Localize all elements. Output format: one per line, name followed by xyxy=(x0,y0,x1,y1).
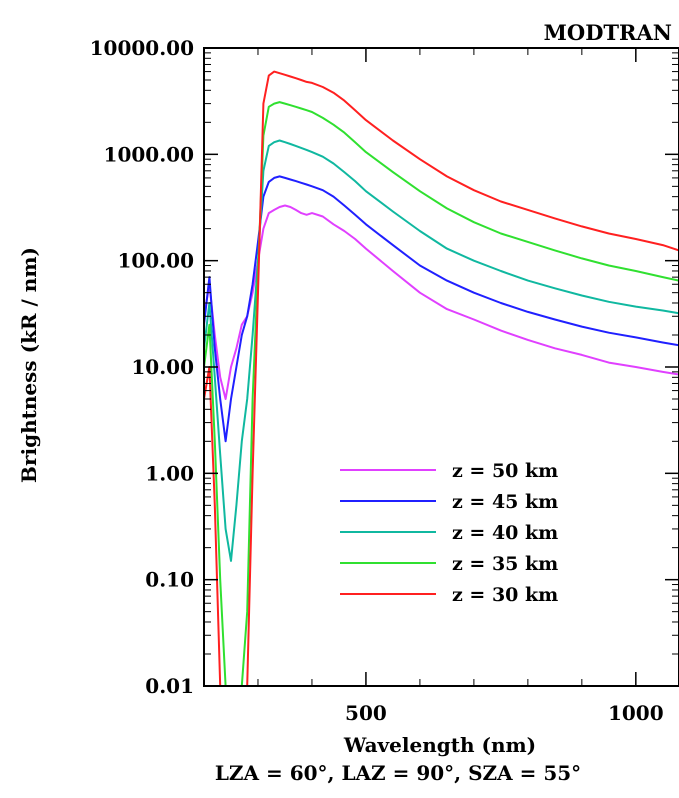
x-axis-title: Wavelength (nm) xyxy=(343,733,536,757)
plot-frame xyxy=(203,47,679,687)
x-tick-label: 1000 xyxy=(608,701,664,725)
series-line-3 xyxy=(203,139,679,562)
y-tick-label: 1.00 xyxy=(145,461,194,485)
x-axis: 500 1000 xyxy=(257,48,664,725)
legend-label-5: z = 30 km xyxy=(452,584,558,606)
legend: z = 50 km z = 45 km z = 40 km z = 35 km z = … xyxy=(340,460,558,606)
chart-title: MODTRAN xyxy=(544,20,672,45)
y-tick-label: 100.00 xyxy=(117,249,194,273)
series-layer xyxy=(203,70,679,687)
y-tick-label: 10000.00 xyxy=(90,36,194,60)
legend-label-1: z = 50 km xyxy=(452,460,558,482)
y-tick-label: 10.00 xyxy=(131,355,194,379)
y-tick-label: 0.01 xyxy=(145,674,194,698)
series-line-5 xyxy=(203,70,679,687)
y-axis-title: Brightness (kR / nm) xyxy=(17,247,41,483)
legend-label-2: z = 45 km xyxy=(452,491,558,513)
series-line-4 xyxy=(203,101,679,687)
y-tick-label: 1000.00 xyxy=(104,142,194,166)
y-axis: 0.01 0.10 1.00 10.00 100.00 1000.00 10000.00 xyxy=(90,36,679,698)
y-tick-label: 0.10 xyxy=(145,568,194,592)
series-line-2 xyxy=(203,175,679,443)
chart-subtitle: LZA = 60°, LAZ = 90°, SZA = 55° xyxy=(215,761,581,785)
x-tick-label: 500 xyxy=(345,701,387,725)
series-line-1 xyxy=(203,204,679,400)
legend-label-4: z = 35 km xyxy=(452,553,558,575)
legend-label-3: z = 40 km xyxy=(452,522,558,544)
